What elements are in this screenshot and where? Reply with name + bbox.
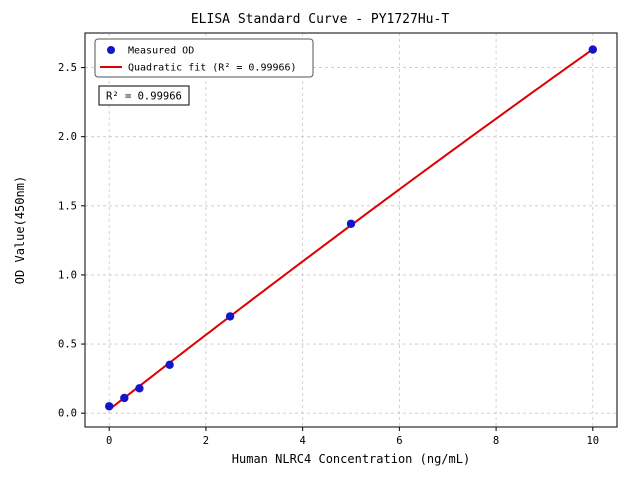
legend-entry-quadratic-fit: Quadratic fit (R² = 0.99966) — [128, 63, 297, 74]
x-axis-label: Human NLRC4 Concentration (ng/mL) — [232, 452, 470, 466]
data-point — [346, 219, 356, 228]
x-tick-label: 2 — [203, 435, 209, 447]
y-tick-label: 0.5 — [58, 339, 77, 351]
legend: Measured OD Quadratic fit (R² = 0.99966) — [94, 38, 314, 78]
data-point — [588, 45, 598, 54]
y-tick-label: 1.0 — [58, 269, 77, 281]
legend-dot-icon — [107, 46, 115, 54]
x-tick-label: 8 — [493, 435, 499, 447]
y-tick-label: 0.0 — [58, 408, 77, 420]
annotation-text: R² = 0.99966 — [106, 91, 182, 103]
legend-box — [94, 38, 314, 78]
y-axis-label: OD Value(450nm) — [13, 176, 27, 284]
chart-title: ELISA Standard Curve - PY1727Hu-T — [191, 12, 449, 27]
x-tick-label: 4 — [299, 435, 305, 447]
data-point — [104, 402, 114, 411]
data-point — [225, 312, 235, 321]
y-tick-label: 2.5 — [58, 62, 77, 74]
data-point — [165, 360, 174, 369]
data-point — [135, 384, 144, 393]
chart-generated-layer: 0 2 4 6 8 10 0.0 0.5 1.0 1.5 2.0 2.5 — [58, 32, 618, 447]
annotation-box — [98, 85, 190, 106]
y-tick-label: 1.5 — [58, 200, 77, 212]
data-point — [120, 393, 129, 403]
x-tick-label: 0 — [106, 435, 112, 447]
legend-entry-measured-od: Measured OD — [128, 46, 194, 57]
r-squared-annotation: R² = 0.99966 — [98, 85, 190, 106]
x-tick-label: 10 — [586, 435, 599, 447]
axes-frame — [84, 32, 618, 428]
y-tick-label: 2.0 — [58, 131, 77, 143]
x-tick-label: 6 — [396, 435, 402, 447]
